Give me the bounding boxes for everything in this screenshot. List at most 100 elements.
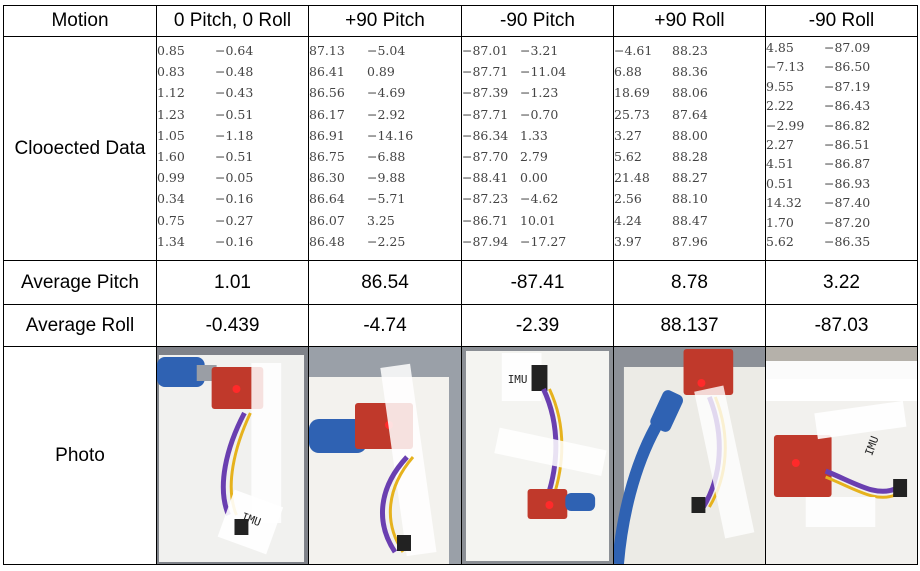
roll-value: −2.92 — [367, 106, 406, 122]
data-row: 0.83 −0.48 — [157, 61, 308, 82]
pitch-value: 4.51 — [766, 156, 794, 172]
data-row: 0.34 −0.16 — [157, 188, 308, 209]
roll-value: 3.25 — [367, 212, 395, 228]
header-col-4: +90 Roll — [613, 5, 766, 37]
roll-value: 87.64 — [672, 106, 708, 122]
data-row: 4.85 −87.09 — [766, 38, 917, 57]
data-row: −4.61 88.23 — [614, 40, 765, 61]
data-row: 86.75 −6.88 — [309, 146, 461, 167]
pitch-value: 3.27 — [614, 127, 642, 143]
roll-value: −4.69 — [367, 85, 406, 101]
data-row: 5.62 −86.35 — [766, 232, 917, 251]
pitch-value: −86.71 — [462, 212, 509, 228]
pitch-value: 1.60 — [157, 148, 185, 164]
average-pitch-value: 1.01 — [156, 260, 309, 305]
data-row: −7.13 −86.50 — [766, 57, 917, 76]
pitch-value: 14.32 — [766, 195, 802, 211]
roll-value: 88.47 — [672, 212, 708, 228]
data-row: 86.48 −2.25 — [309, 231, 461, 252]
roll-value: −87.20 — [824, 214, 871, 230]
data-row: 86.64 −5.71 — [309, 188, 461, 209]
average-pitch-value: 3.22 — [765, 260, 918, 305]
header-col-2: +90 Pitch — [308, 5, 462, 37]
roll-value: −17.27 — [520, 233, 567, 249]
average-pitch-value: -87.41 — [461, 260, 614, 305]
pitch-value: 86.56 — [309, 85, 345, 101]
roll-value: −6.88 — [367, 148, 406, 164]
data-row: 18.69 88.06 — [614, 82, 765, 103]
collected-data-row: Clooected Data 0.85 −0.64 0.83 −0.48 1.12 −0.… — [3, 36, 918, 261]
roll-value: −0.64 — [215, 43, 254, 58]
pitch-value: −2.99 — [766, 117, 805, 133]
pitch-value: 5.62 — [614, 148, 642, 164]
pitch-value: 0.99 — [157, 170, 185, 186]
pitch-value: −7.13 — [766, 59, 805, 75]
header-motion: Motion — [3, 5, 157, 37]
roll-value: 88.27 — [672, 170, 708, 186]
pitch-value: 86.48 — [309, 233, 345, 249]
photo-minus-90-pitch: IMU — [462, 347, 613, 564]
pitch-value: 0.75 — [157, 212, 185, 228]
roll-value: −86.43 — [824, 98, 871, 114]
roll-value: −86.82 — [824, 117, 871, 133]
data-row: 4.24 88.47 — [614, 210, 765, 231]
data-row: 2.56 88.10 — [614, 188, 765, 209]
roll-value: −86.50 — [824, 59, 871, 75]
roll-value: 88.00 — [672, 127, 708, 143]
data-row: 4.51 −86.87 — [766, 154, 917, 173]
data-row: −87.71 −0.70 — [462, 104, 613, 125]
pitch-value: 25.73 — [614, 106, 650, 122]
pitch-value: 87.13 — [309, 43, 345, 58]
roll-value: −87.09 — [824, 40, 871, 55]
data-row: 14.32 −87.40 — [766, 193, 917, 212]
average-roll-value: -4.74 — [308, 304, 462, 347]
data-row: 5.62 88.28 — [614, 146, 765, 167]
data-row: 1.12 −0.43 — [157, 82, 308, 103]
pitch-value: 1.23 — [157, 106, 185, 122]
data-list: −4.61 88.23 6.88 88.36 18.69 88.06 25.73 87.64 3… — [614, 40, 765, 252]
pitch-value: 18.69 — [614, 85, 650, 101]
data-row: 0.99 −0.05 — [157, 167, 308, 188]
roll-value: −2.25 — [367, 233, 406, 249]
pitch-value: −87.71 — [462, 64, 509, 80]
data-row: 1.23 −0.51 — [157, 104, 308, 125]
roll-value: −0.51 — [215, 148, 254, 164]
roll-value: −0.43 — [215, 85, 254, 101]
roll-value: −86.51 — [824, 136, 871, 152]
pitch-value: 1.12 — [157, 85, 185, 101]
pitch-value: 1.34 — [157, 233, 185, 249]
pitch-value: 86.64 — [309, 191, 345, 207]
pitch-value: 5.62 — [766, 233, 794, 249]
pitch-value: 2.27 — [766, 136, 794, 152]
pitch-value: −88.41 — [462, 170, 509, 186]
data-list: 87.13 −5.04 86.41 0.89 86.56 −4.69 86.17 −2.92 8… — [309, 40, 461, 252]
pitch-value: −87.71 — [462, 106, 509, 122]
roll-value: −0.48 — [215, 64, 254, 80]
data-row: 86.41 0.89 — [309, 61, 461, 82]
data-row: 3.97 87.96 — [614, 231, 765, 252]
roll-value: 0.89 — [367, 64, 395, 80]
data-row: 0.51 −86.93 — [766, 174, 917, 193]
roll-value: 88.23 — [672, 43, 708, 58]
roll-value: −9.88 — [367, 170, 406, 186]
pitch-value: −87.39 — [462, 85, 509, 101]
photo-level: IMU — [157, 347, 308, 564]
pitch-value: 2.22 — [766, 98, 794, 114]
average-roll-value: -2.39 — [461, 304, 614, 347]
tape-label-text: IMU — [863, 434, 882, 457]
data-row: 25.73 87.64 — [614, 104, 765, 125]
photo-minus-90-roll: IMU — [766, 347, 917, 564]
pitch-value: 86.41 — [309, 64, 345, 80]
data-list: 0.85 −0.64 0.83 −0.48 1.12 −0.43 1.23 −0.51 1.05… — [157, 40, 308, 252]
photo-plus-90-roll — [614, 347, 765, 564]
pitch-value: 86.07 — [309, 212, 345, 228]
roll-value: −1.18 — [215, 127, 254, 143]
pitch-value: 6.88 — [614, 64, 642, 80]
photo-row: Photo IMU — [3, 346, 918, 565]
pitch-value: −87.01 — [462, 43, 509, 58]
data-row: 86.07 3.25 — [309, 210, 461, 231]
roll-value: −87.19 — [824, 78, 871, 94]
pitch-value: −87.70 — [462, 148, 509, 164]
collected-data-label: Clooected Data — [3, 36, 157, 261]
average-pitch-label: Average Pitch — [3, 260, 157, 305]
